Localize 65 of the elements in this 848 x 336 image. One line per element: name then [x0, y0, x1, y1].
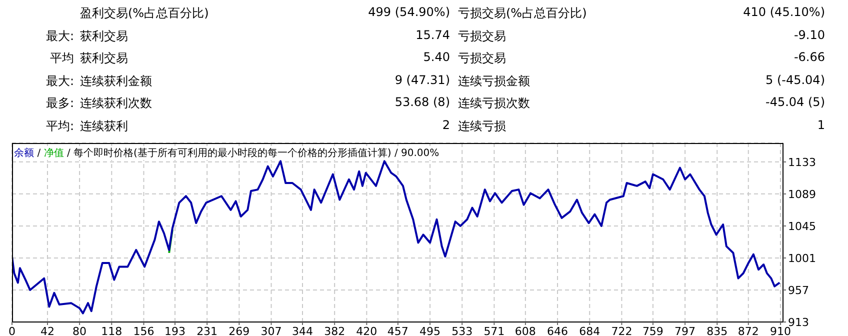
x-tick-label: 42	[40, 324, 54, 336]
x-tick-label: 910	[770, 324, 791, 336]
text: 1	[816, 118, 825, 132]
text: 9 (47.31)	[394, 72, 450, 86]
text: 平均:	[44, 118, 74, 134]
x-tick-label: 835	[706, 324, 728, 336]
x-tick-label: 571	[484, 324, 505, 336]
x-tick-label: 156	[133, 324, 154, 336]
text: 净值	[44, 148, 64, 159]
x-tick-label: 0	[8, 324, 16, 336]
y-tick-label: 1045	[788, 220, 816, 233]
x-tick-label: 231	[196, 324, 218, 336]
x-tick-label: 722	[611, 324, 632, 336]
text: 2	[441, 118, 450, 132]
y-tick-label: 957	[788, 284, 809, 297]
text: 连续获利	[80, 118, 129, 134]
text: -45.04 (5)	[764, 95, 825, 109]
annotation: / 90.00%	[393, 148, 440, 159]
annotation: / 每个即时价格(基于所有可利用的最小时段的每一个价格的分形插值计算)	[66, 148, 392, 159]
x-tick-label: 872	[738, 324, 759, 336]
x-tick-label: 118	[101, 324, 122, 336]
x-tick-label: 80	[72, 324, 87, 336]
x-tick-label: 307	[260, 324, 282, 336]
y-tick-label: 1001	[788, 252, 816, 265]
text: 亏损交易	[458, 50, 507, 67]
text: 5.40	[422, 50, 450, 64]
text: 连续亏损次数	[458, 95, 531, 112]
x-tick-label: 269	[228, 324, 250, 336]
text: 最大:	[44, 72, 74, 90]
y-tick-label: 913	[788, 316, 809, 329]
text: -6.66	[792, 50, 825, 64]
text: 余额	[14, 148, 34, 159]
y-tick-label: 1133	[788, 156, 816, 169]
x-tick-label: 344	[292, 324, 313, 336]
x-tick-label: 457	[387, 324, 408, 336]
text: 499 (54.90%)	[367, 5, 450, 19]
text: 亏损交易	[458, 28, 507, 44]
x-tick-label: 533	[452, 324, 473, 336]
text: -9.10	[792, 28, 825, 42]
y-tick-label: 1089	[788, 188, 816, 201]
x-tick-label: 193	[164, 324, 186, 336]
text: 410 (45.10%)	[742, 5, 825, 19]
text: 平均	[49, 50, 74, 67]
x-tick-label: 495	[420, 324, 441, 336]
text: 最大:	[44, 28, 74, 44]
x-tick-label: 608	[514, 324, 536, 336]
text: 连续亏损金额	[458, 72, 531, 90]
x-tick-label: 759	[642, 324, 664, 336]
text: 连续获利金额	[80, 72, 153, 90]
text: 53.68 (8)	[394, 95, 450, 109]
text: 获利交易	[80, 28, 129, 44]
x-tick-label: 797	[674, 324, 696, 336]
x-tick-label: 382	[324, 324, 346, 336]
text: 连续获利次数	[80, 95, 153, 112]
text: 连续亏损	[458, 118, 507, 134]
x-tick-label: 684	[579, 324, 600, 336]
x-tick-label: 420	[356, 324, 378, 336]
text: 亏损交易(%占总百分比)	[458, 5, 588, 22]
text: 盈利交易(%占总百分比)	[80, 5, 210, 22]
text: 15.74	[414, 28, 450, 42]
x-tick-label: 646	[547, 324, 568, 336]
text: 获利交易	[80, 50, 129, 67]
text: 5 (-45.04)	[764, 72, 825, 86]
annotation: /	[36, 148, 42, 159]
text: 最多:	[44, 95, 74, 112]
